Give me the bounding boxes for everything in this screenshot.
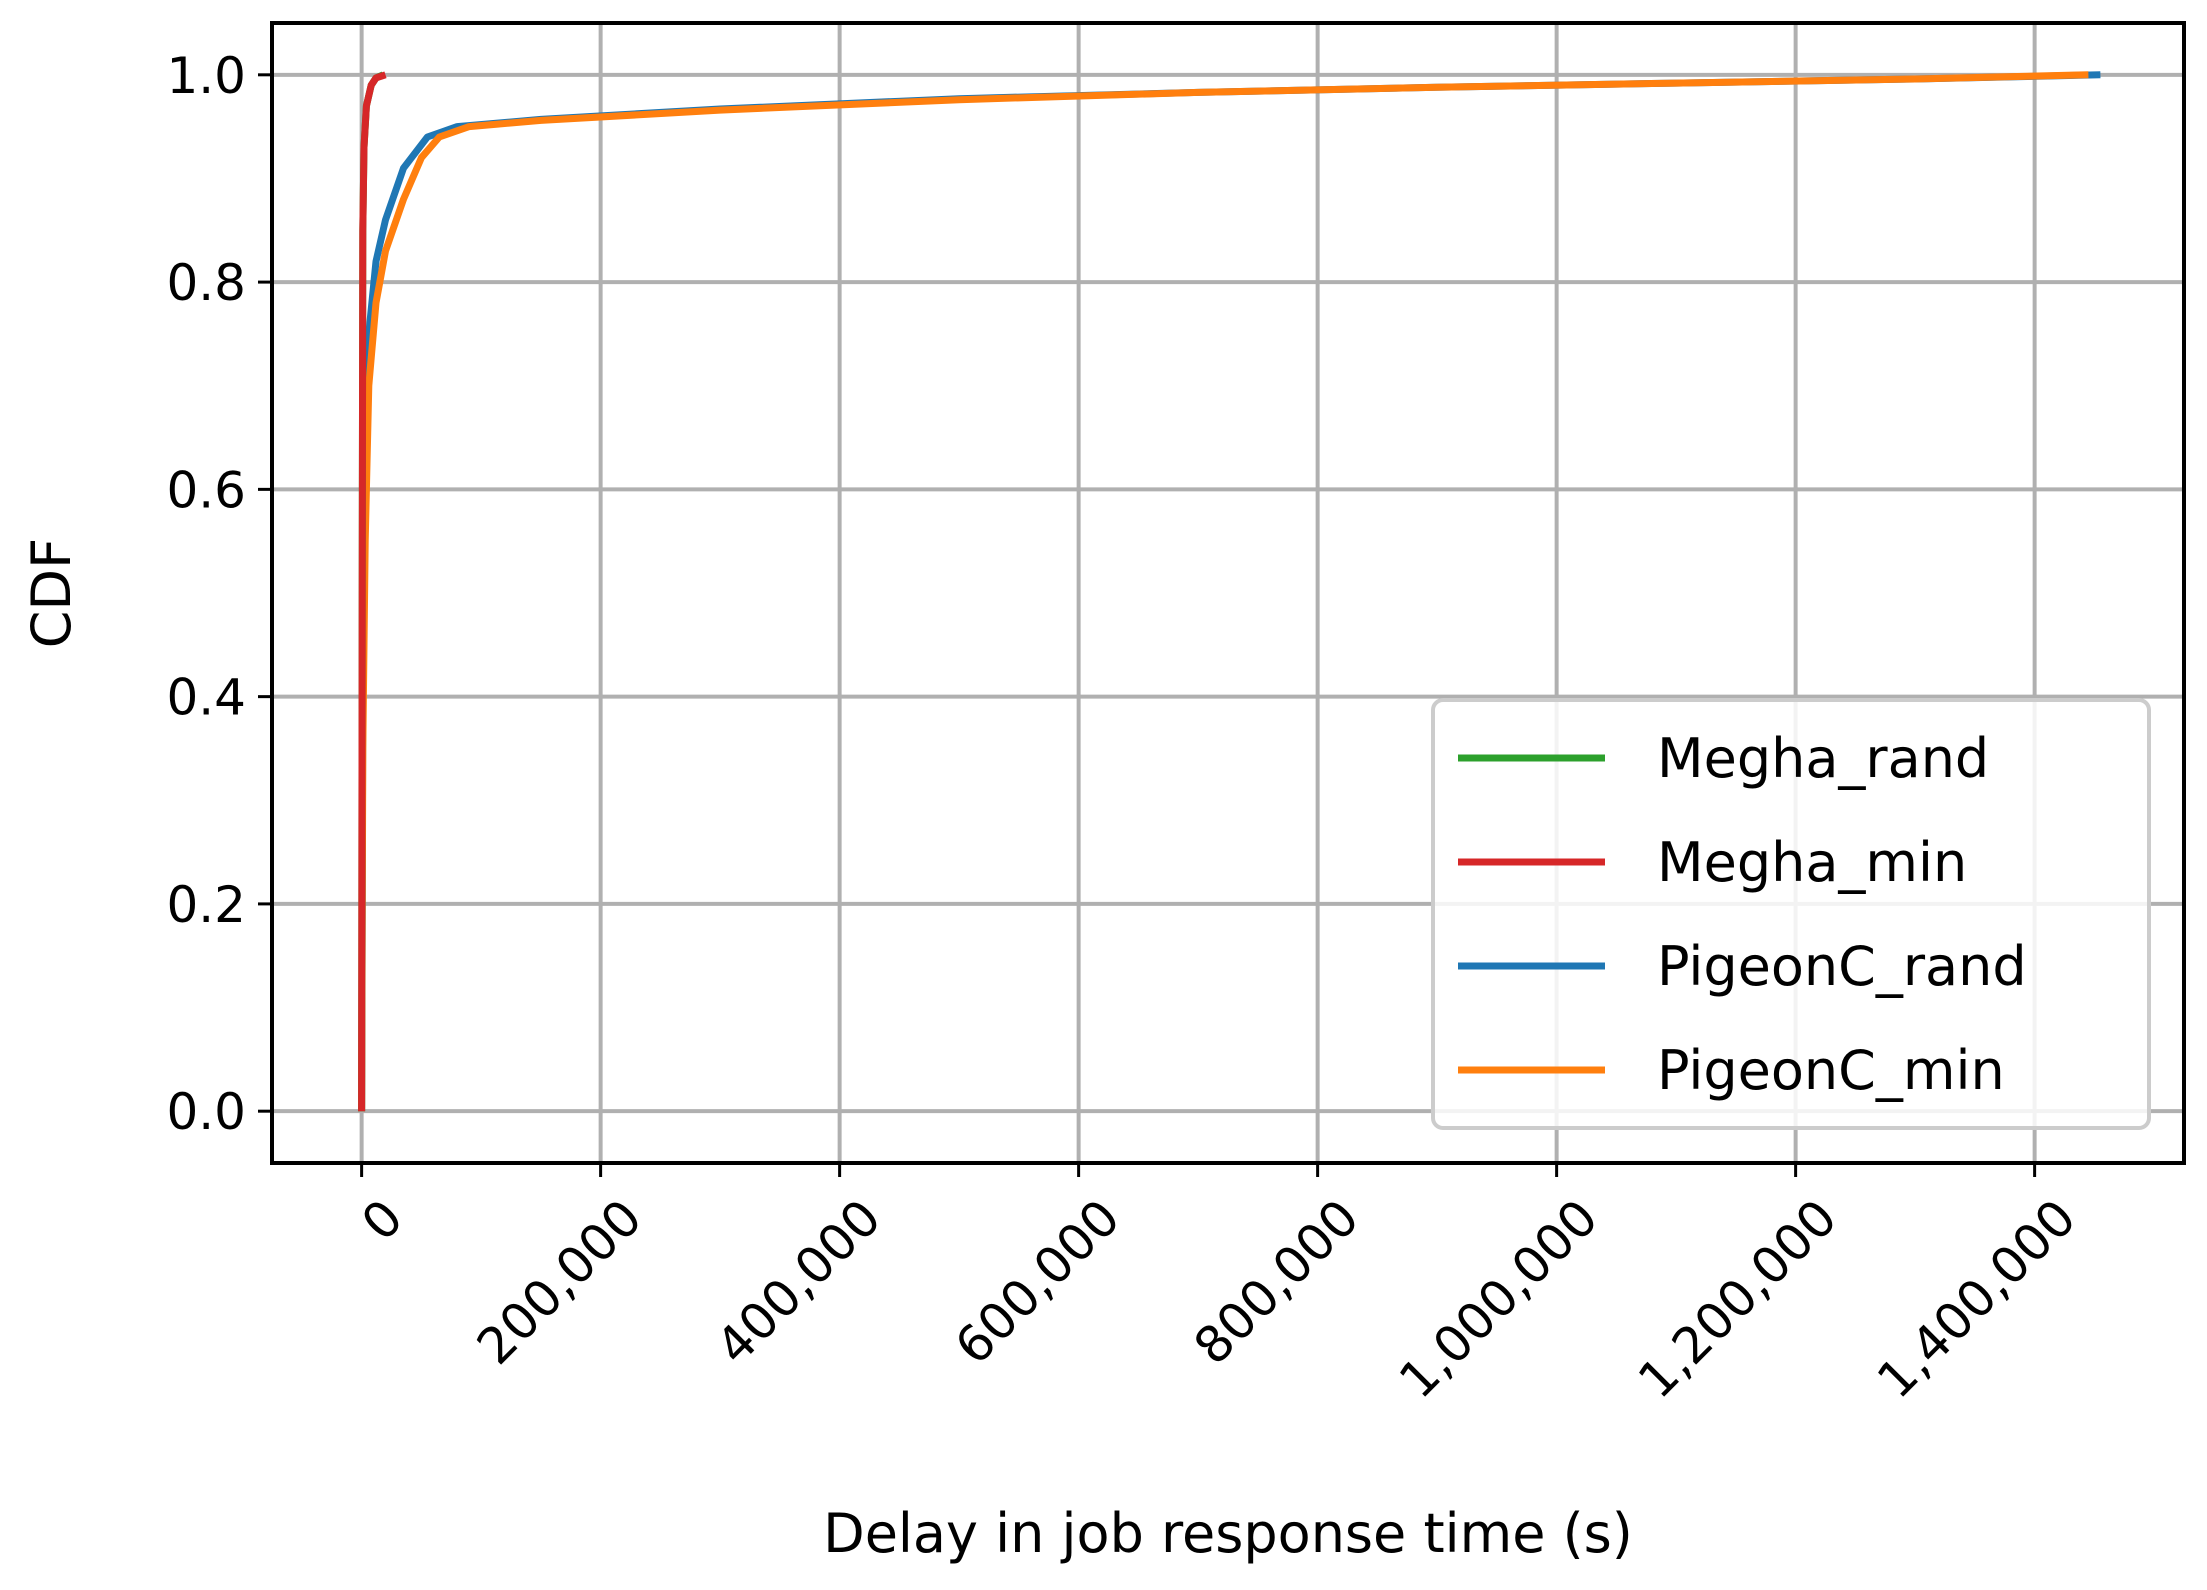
x-axis-title: Delay in job response time (s) <box>823 1502 1633 1565</box>
series-lines <box>358 71 2101 1112</box>
y-tick-label: 0.0 <box>166 1083 246 1141</box>
plot-frame <box>270 21 2186 1165</box>
legend-label-megha-rand: Megha_rand <box>1657 727 1989 790</box>
legend-label-megha-min: Megha_min <box>1657 831 1967 894</box>
legend: Megha_rand Megha_min PigeonC_rand PigeonC_m… <box>1431 698 2151 1130</box>
y-tick-label: 0.8 <box>166 254 246 312</box>
series-line-pigeonc-min <box>358 71 2089 1112</box>
legend-box <box>1431 698 2151 1130</box>
y-axis-title: CDF <box>20 538 83 648</box>
series-line-megha-min <box>358 71 387 1112</box>
legend-label-pigeonc-min: PigeonC_min <box>1657 1039 2005 1102</box>
y-tick-label: 1.0 <box>166 47 246 105</box>
y-tick-label: 0.6 <box>166 461 246 519</box>
legend-label-pigeonc-rand: PigeonC_rand <box>1657 935 2027 998</box>
y-tick-label: 0.2 <box>166 876 246 934</box>
y-tick-label: 0.4 <box>166 669 246 727</box>
